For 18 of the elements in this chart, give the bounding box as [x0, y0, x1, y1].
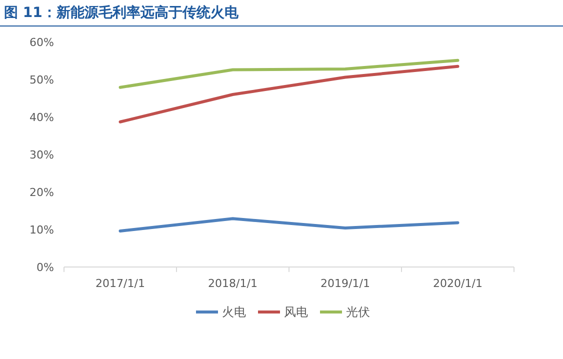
y-tick-label: 50%: [30, 74, 54, 86]
y-tick-label: 10%: [30, 224, 54, 236]
line-series: [118, 64, 460, 124]
legend-label: 光伏: [346, 305, 370, 319]
y-tick-label: 0%: [36, 261, 54, 274]
line-series: [118, 58, 460, 89]
y-tick-label: 60%: [30, 36, 54, 49]
legend-label: 火电: [222, 305, 246, 319]
y-tick-label: 40%: [30, 111, 54, 124]
y-tick-label: 20%: [30, 186, 54, 199]
legend-label: 风电: [284, 305, 308, 319]
x-tick-label: 2018/1/1: [208, 277, 258, 290]
chart-title: 图 11：新能源毛利率远高于传统火电: [4, 4, 240, 21]
line-series: [118, 217, 460, 232]
x-tick-label: 2017/1/1: [96, 277, 145, 290]
x-tick-label: 2019/1/1: [320, 277, 370, 290]
y-tick-label: 30%: [30, 148, 54, 162]
x-tick-label: 2020/1/1: [433, 277, 482, 290]
